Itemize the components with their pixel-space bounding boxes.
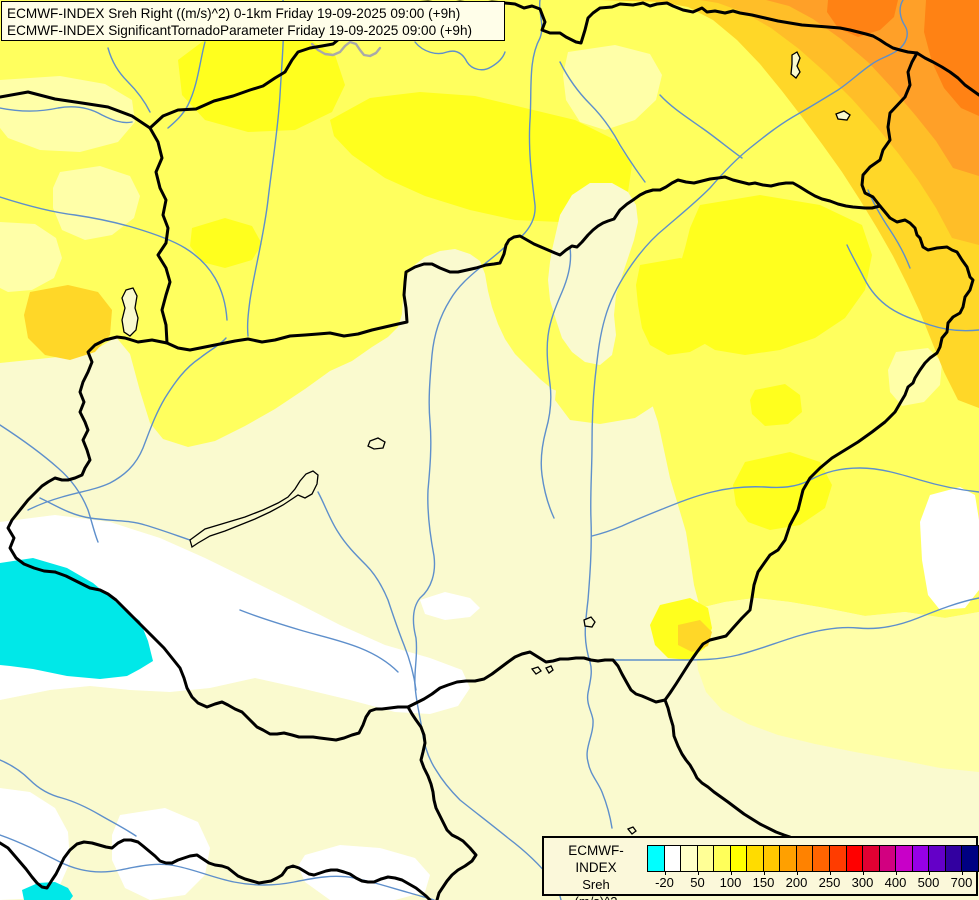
small-lake-5 [626,826,637,835]
legend-label: ECMWF-INDEX Sreh (m/s)^2 [548,842,644,900]
lake-balaton [189,470,319,549]
legend-tick-value: 400 [884,875,907,890]
legend-color-cell [714,846,731,871]
legend-tick-mark [697,871,699,875]
gray-border-line [310,40,382,58]
map-title-box: ECMWF-INDEX Sreh Right ((m/s)^2) 0-1km F… [1,1,505,41]
legend-tick-mark [961,871,963,875]
legend-color-cell [896,846,913,871]
legend-color-cell [763,846,781,871]
legend-color-cell [830,846,847,871]
legend-box: ECMWF-INDEX Sreh (m/s)^2 -20 50 100 150 200 2… [542,836,979,900]
legend-tick-value: 250 [818,875,841,890]
small-lake-4 [545,665,554,674]
legend-color-cell [730,846,748,871]
legend-color-cell [780,846,797,871]
legend-tick-mark [862,871,864,875]
legend-tick-value: 100 [719,875,742,890]
legend-color-cell [747,846,764,871]
legend-tick-mark [664,871,666,875]
legend-tick-mark [928,871,930,875]
legend-tick-mark [730,871,732,875]
legend-unit: (m/s)^2 [548,893,644,900]
legend-tick-value: 500 [917,875,940,890]
legend-tick-mark [895,871,897,875]
legend-tick-mark [763,871,765,875]
legend-tick-value: -20 [655,875,674,890]
lakes [121,51,851,835]
legend-parameter: Sreh [582,877,610,892]
legend-colorbar [647,845,979,872]
legend-color-cell [912,846,930,871]
legend-color-cell [648,846,665,871]
title-line-2: ECMWF-INDEX SignificantTornadoParameter … [7,23,473,38]
legend-color-cell [697,846,715,871]
legend-tick-value: 700 [950,875,973,890]
legend-tick-value: 300 [851,875,874,890]
legend-color-cell [796,846,814,871]
lake-tisza [583,616,596,628]
legend-color-cell [962,846,978,871]
lake-velence [367,437,386,450]
legend-tick-mark [829,871,831,875]
small-lake-3 [530,666,542,675]
legend-color-cell [681,846,698,871]
legend-color-cell [664,846,682,871]
legend-color-cell [863,846,880,871]
legend-tick-value: 200 [785,875,808,890]
legend-color-cell [879,846,897,871]
legend-color-cell [945,846,963,871]
legend-tick-mark [796,871,798,875]
legend-color-cell [813,846,831,871]
lake-neusiedl [121,287,139,337]
legend-tick-value: 150 [752,875,775,890]
legend-color-cell [929,846,946,871]
small-lake-2 [835,110,851,121]
title-line-1: ECMWF-INDEX Sreh Right ((m/s)^2) 0-1km F… [7,6,461,21]
legend-color-cell [846,846,864,871]
legend-tick-value: 50 [690,875,705,890]
small-lake-1 [790,51,801,79]
legend-model-name: ECMWF-INDEX [568,843,624,875]
